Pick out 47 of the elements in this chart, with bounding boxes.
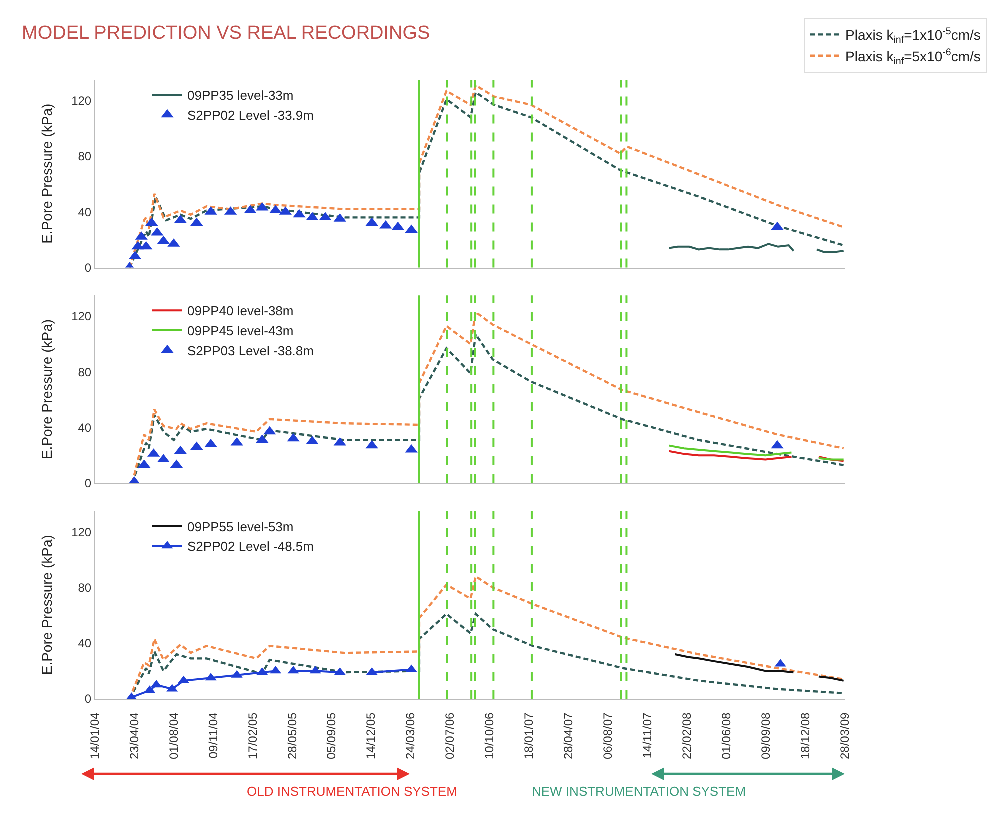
x-tick-label: 14/12/05: [364, 712, 378, 760]
x-tick-label: 28/04/07: [562, 712, 576, 760]
y-tick-label: 80: [78, 150, 92, 164]
y-tick-label: 0: [84, 692, 92, 706]
x-tick-label: 02/07/06: [443, 712, 458, 760]
legend-label: S2PP03 Level -38.8m: [188, 343, 314, 358]
y-tick-label: 40: [78, 636, 92, 651]
x-tick-label: 01/06/08: [719, 712, 734, 760]
x-tick-label: 18/12/08: [798, 712, 812, 760]
x-tick-label: 18/01/07: [522, 712, 536, 760]
x-tick-label: 14/01/04: [88, 712, 102, 760]
legend-label: 09PP45 level-43m: [188, 324, 294, 339]
y-tick-label: 40: [78, 205, 92, 220]
legend-label: Plaxis k$_{inf}$=5x10$^{-6}$cm/s: [846, 47, 981, 68]
text: NEW INSTRUMENTATION SYSTEM: [532, 784, 746, 799]
y-tick-label: 80: [78, 580, 92, 595]
legend-label: S2PP02 Level -33.9m: [188, 108, 314, 123]
legend-label: 09PP40 level-38m: [188, 304, 294, 319]
y-axis-title: E.Pore Pressure (kPa): [39, 319, 56, 460]
x-tick-label: 09/09/08: [758, 712, 773, 760]
y-tick-label: 0: [84, 476, 92, 491]
y-axis-title: E.Pore Pressure (kPa): [39, 104, 56, 244]
x-tick-label: 06/08/07: [601, 712, 616, 760]
y-tick-label: 120: [72, 94, 92, 108]
chart-title: MODEL PREDICTION VS REAL RECORDINGS: [22, 23, 430, 44]
x-tick-label: 14/11/07: [640, 712, 655, 759]
y-axis-title: E.Pore Pressure (kPa): [39, 535, 56, 676]
x-tick-label: 28/03/09: [838, 712, 852, 760]
x-tick-label: 10/10/06: [482, 712, 497, 760]
legend-label: 09PP35 level-33m: [188, 88, 294, 104]
legend-label: Plaxis k$_{inf}$=1x10$^{-5}$cm/s: [846, 26, 981, 46]
legend-label: S2PP02 Level -48.5m: [188, 539, 314, 554]
x-tick-label: 17/02/05: [246, 712, 260, 760]
y-tick-label: 40: [78, 420, 92, 435]
y-tick-label: 0: [84, 260, 92, 275]
text: OLD INSTRUMENTATION SYSTEM: [247, 784, 458, 799]
x-tick-label: 28/05/05: [285, 712, 300, 760]
y-tick-label: 120: [72, 525, 92, 540]
x-tick-label: 09/11/04: [206, 712, 220, 759]
x-tick-label: 22/02/08: [680, 712, 694, 760]
x-tick-label: 05/09/05: [324, 712, 339, 760]
y-tick-label: 80: [78, 365, 92, 380]
x-tick-label: 24/03/06: [404, 712, 418, 760]
y-tick-label: 120: [72, 310, 92, 324]
x-tick-label: 01/08/04: [166, 712, 181, 760]
legend-label: 09PP55 level-53m: [188, 519, 294, 534]
x-tick-label: 23/04/04: [127, 712, 142, 760]
